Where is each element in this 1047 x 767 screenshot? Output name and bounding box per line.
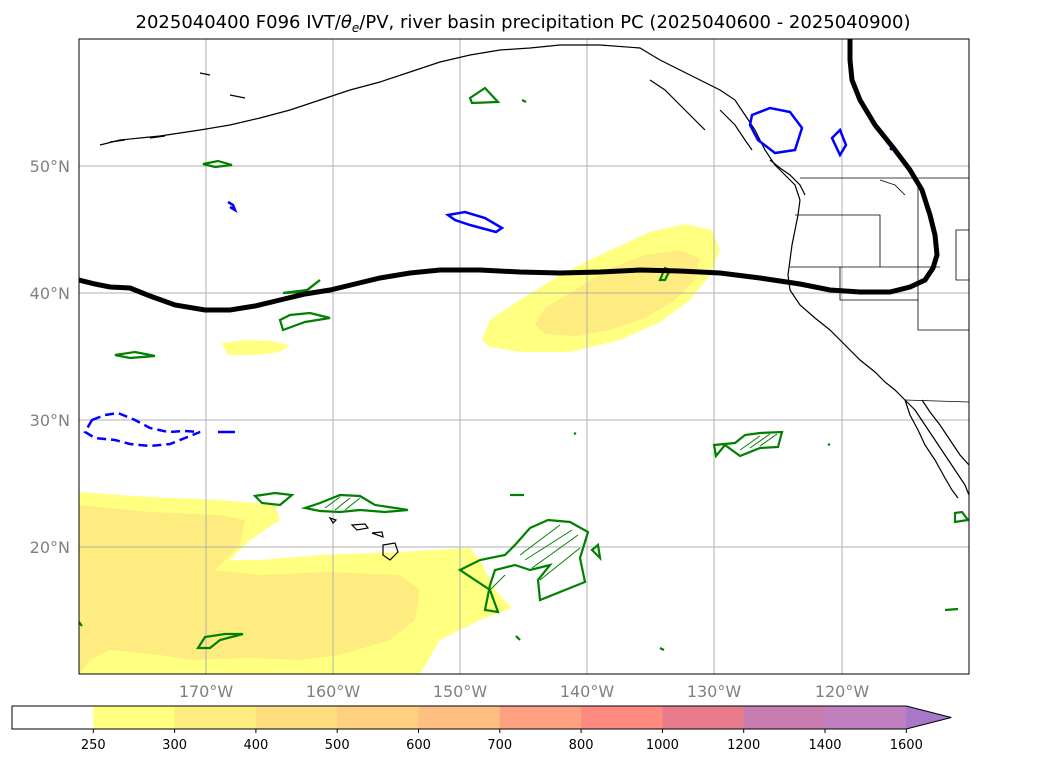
lon-label-150w: 150°W [433, 682, 488, 701]
colorbar-tick-label: 800 [569, 738, 594, 753]
map-frame [78, 38, 970, 675]
colorbar-segment [743, 706, 826, 729]
colorbar-segment [662, 706, 745, 729]
map-panel [78, 38, 970, 675]
colorbar-segment [337, 706, 419, 729]
colorbar-tick-label: 1400 [808, 738, 841, 753]
colorbar-tick-label: 1200 [727, 738, 760, 753]
lon-label-120w: 120°W [815, 682, 870, 701]
theta-e-contours [83, 106, 893, 448]
colorbar-tick-label: 600 [406, 738, 431, 753]
colorbar-tick-label: 500 [325, 738, 350, 753]
ivt-fill-small [222, 340, 290, 355]
lat-label-50: 50°N [30, 157, 70, 176]
colorbar-segment [418, 706, 501, 729]
latitude-labels: 50°N 40°N 30°N 20°N [30, 157, 70, 557]
lat-label-40: 40°N [30, 284, 70, 303]
graticule [79, 39, 969, 674]
lon-label-160w: 160°W [306, 682, 361, 701]
colorbar-tick-label: 1000 [646, 738, 679, 753]
colorbar-segment [581, 706, 663, 729]
colorbar-segment [93, 706, 176, 729]
colorbar-segment [255, 706, 338, 729]
pv-contours [79, 39, 940, 313]
coastlines [99, 44, 969, 561]
colorbar-tick-label: 700 [487, 738, 512, 753]
colorbar-segment [174, 706, 257, 729]
longitude-labels: 170°W 160°W 150°W 140°W 130°W 120°W [179, 682, 870, 701]
colorbar-tick-label: 400 [243, 738, 268, 753]
colorbar-tick-label: 1600 [890, 738, 923, 753]
lon-label-130w: 130°W [687, 682, 742, 701]
colorbar: 250 300 400 500 600 700 800 1000 1200 1400 1600 [11, 705, 952, 753]
colorbar-segment [12, 706, 94, 729]
colorbar-extend-arrow [906, 706, 952, 729]
lat-label-30: 30°N [30, 411, 70, 430]
colorbar-outline [11, 705, 952, 730]
colorbar-tick-label: 300 [162, 738, 187, 753]
figure-title: 2025040400 F096 IVT/θe/PV, river basin p… [136, 12, 911, 35]
precip-contours [79, 86, 969, 651]
lat-label-20: 20°N [30, 538, 70, 557]
colorbar-segment [825, 706, 907, 729]
lon-label-140w: 140°W [560, 682, 615, 701]
lon-label-170w: 170°W [179, 682, 234, 701]
colorbar-tick-label: 250 [81, 738, 106, 753]
colorbar-segment [499, 706, 582, 729]
